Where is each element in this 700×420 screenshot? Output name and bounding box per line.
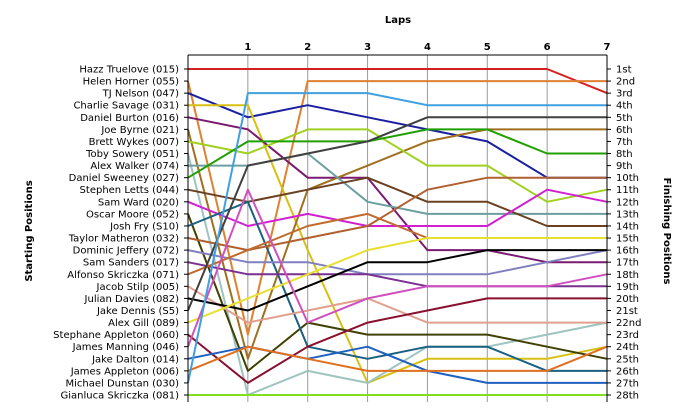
plot-frame — [184, 54, 611, 402]
lap-tick-label: 6 — [544, 42, 551, 53]
driver-line-20 — [187, 249, 607, 312]
finishing-position-label: 5th — [616, 113, 633, 124]
finishing-position-label: 20th — [616, 294, 639, 305]
starting-position-label: Julian Davies (082) — [84, 294, 180, 305]
starting-position-label: Gianluca Skriczka (081) — [60, 391, 179, 402]
finishing-position-label: 21st — [616, 306, 638, 317]
starting-position-label: Alex Gill (089) — [108, 318, 179, 329]
finishing-position-label: 1st — [616, 65, 632, 76]
finishing-position-label: 3rd — [616, 89, 633, 100]
starting-position-label: Joe Byrne (021) — [100, 125, 179, 136]
starting-position-label: Brett Wykes (007) — [89, 137, 180, 148]
finishing-position-label: 17th — [616, 258, 639, 269]
driver-line-3 — [187, 92, 607, 179]
y-axis-right-title: Finishing Positions — [661, 178, 672, 285]
starting-position-label: Dominic Jeffery (072) — [73, 246, 179, 257]
driver-line-26 — [187, 345, 608, 372]
finishing-position-label: 13th — [616, 209, 639, 220]
finishing-position-label: 12th — [616, 197, 639, 208]
starting-position-label: Stephane Appleton (060) — [53, 330, 179, 341]
starting-position-label: James Appleton (006) — [70, 366, 179, 377]
starting-position-label: Jake Dennis (S5) — [96, 306, 179, 317]
starting-position-label: TJ Nelson (047) — [102, 89, 179, 100]
starting-position-label: Daniel Burton (016) — [80, 113, 179, 124]
starting-position-label: Hazz Truelove (015) — [79, 65, 179, 76]
lap-tick-label: 2 — [304, 42, 311, 53]
finishing-position-label: 4th — [616, 101, 633, 112]
driver-line-24 — [187, 188, 608, 348]
finishing-position-label: 28th — [616, 391, 639, 402]
starting-position-label: Josh Fry (S10) — [109, 221, 179, 232]
series-group — [187, 68, 608, 396]
driver-line-1 — [188, 68, 608, 95]
finishing-position-label: 18th — [616, 270, 639, 281]
starting-position-label: Taylor Matheron (032) — [68, 234, 179, 245]
driver-line-14 — [187, 200, 607, 372]
finishing-position-label: 24th — [616, 342, 639, 353]
lap-tick-label: 4 — [424, 42, 431, 53]
driver-line-13 — [187, 213, 608, 372]
finishing-position-label: 2nd — [616, 77, 635, 88]
finishing-position-label: 25th — [616, 354, 639, 365]
driver-line-5 — [187, 116, 607, 264]
starting-position-label: James Manning (046) — [72, 342, 179, 353]
driver-line-16 — [187, 249, 608, 276]
finishing-position-label: 19th — [616, 282, 639, 293]
starting-position-label: Jake Dalton (014) — [91, 354, 179, 365]
finishing-position-label: 7th — [616, 137, 633, 148]
driver-line-19 — [187, 285, 607, 324]
y-axis-left-title: Starting Positions — [24, 180, 35, 281]
axis-labels: 1 2 3 4 5 6 7 Hazz Truelove (015) 1st Helen Horne… — [53, 42, 641, 402]
finishing-position-label: 8th — [616, 149, 633, 160]
starting-position-label: Sam Ward (020) — [98, 197, 179, 208]
finishing-position-label: 16th — [616, 246, 639, 257]
driver-line-6 — [187, 128, 607, 360]
finishing-position-label: 23rd — [616, 330, 639, 341]
starting-position-label: Toby Sowery (051) — [85, 149, 179, 160]
driver-line-9 — [188, 152, 607, 215]
finishing-position-label: 15th — [616, 234, 639, 245]
finishing-position-label: 26th — [616, 366, 639, 377]
finishing-position-label: 14th — [616, 221, 639, 232]
finishing-position-label: 22nd — [616, 318, 641, 329]
finishing-position-label: 27th — [616, 378, 639, 389]
starting-position-label: Alex Walker (074) — [90, 161, 179, 172]
x-axis-title: Laps — [385, 15, 411, 26]
lap-tick-label: 1 — [244, 42, 251, 53]
lap-tick-label: 7 — [604, 42, 611, 53]
starting-position-label: Alfonso Skriczka (071) — [67, 270, 179, 281]
driver-line-15 — [187, 176, 607, 252]
starting-position-label: Stephen Letts (044) — [80, 185, 180, 196]
driver-line-2 — [187, 80, 607, 336]
driver-line-8 — [187, 153, 608, 396]
driver-line-10 — [187, 128, 607, 179]
finishing-position-label: 6th — [616, 125, 633, 136]
driver-line-27 — [187, 92, 607, 384]
driver-line-23 — [187, 297, 607, 384]
lap-tick-label: 3 — [364, 42, 371, 53]
driver-line-22 — [187, 237, 607, 324]
starting-position-label: Helen Horner (055) — [83, 77, 179, 88]
starting-position-label: Daniel Sweeney (027) — [69, 173, 179, 184]
finishing-position-label: 11th — [616, 185, 639, 196]
starting-position-label: Michael Dunstan (030) — [65, 378, 179, 389]
starting-position-label: Oscar Moore (052) — [86, 209, 179, 220]
driver-line-11 — [187, 176, 607, 227]
driver-line-21 — [187, 116, 607, 311]
lap-tick-label: 5 — [484, 42, 491, 53]
starting-position-label: Sam Sanders (017) — [83, 258, 179, 269]
starting-position-label: Charlie Savage (031) — [73, 101, 179, 112]
finishing-position-label: 10th — [616, 173, 639, 184]
finishing-position-label: 9th — [616, 161, 633, 172]
starting-position-label: Jacob Stilp (005) — [96, 282, 180, 293]
